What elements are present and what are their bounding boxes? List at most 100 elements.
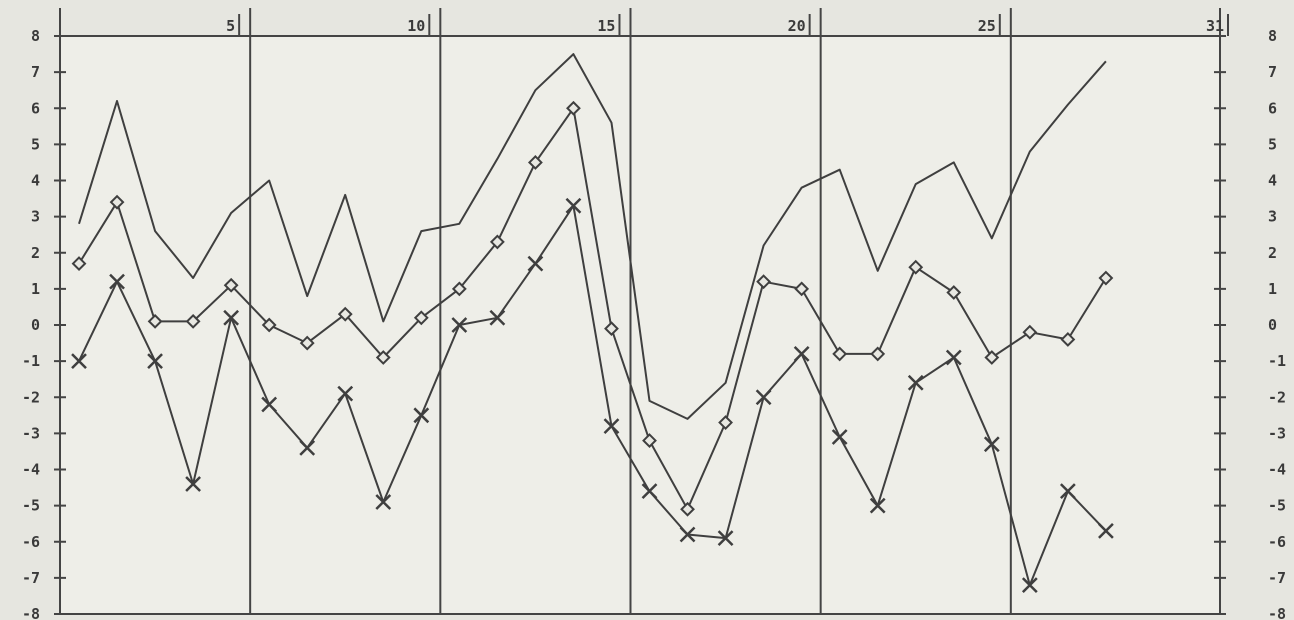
series-2-x-marker	[831, 429, 848, 445]
x-tick-label: 15	[597, 17, 615, 35]
y-tick-label-left: 4	[31, 172, 40, 190]
series-1-diamond-marker	[109, 194, 125, 210]
y-tick-label-left: -3	[22, 424, 40, 442]
series-1-line	[78, 107, 1107, 511]
series-2-x-marker	[223, 309, 240, 326]
series-1-diamond-marker	[984, 350, 1000, 365]
series-2-x-marker	[413, 407, 430, 424]
y-tick-label-right: -3	[1268, 424, 1286, 442]
series-1-diamond-marker	[147, 313, 163, 329]
y-ticks: 8 8 7 7 6 6 5 5 4 4 3 3 2 2 1 1 0 0 -1 -1 -2 -2 -3 -3 -4 -4 -5 -5 -6…	[22, 27, 1286, 620]
y-tick-label-right: 5	[1268, 135, 1277, 153]
x-tick-label: 25	[978, 17, 996, 35]
y-tick-label-left: 5	[31, 135, 40, 153]
series-2-x-marker	[907, 374, 924, 391]
series-1-diamond-marker	[489, 234, 505, 250]
series-1-diamond-marker	[870, 346, 886, 362]
series-2-x-marker	[717, 530, 734, 547]
series-2-x-marker	[185, 476, 201, 492]
series-0-line	[78, 53, 1107, 420]
series-2-x-marker	[945, 349, 962, 366]
y-tick-label-left: -8	[22, 605, 40, 620]
x-tick-label: 10	[407, 17, 425, 35]
y-tick-label-right: -1	[1268, 352, 1286, 370]
y-tick-label-right: 7	[1268, 63, 1277, 81]
series-1-diamond-marker	[908, 259, 924, 275]
plot-frame	[58, 8, 1222, 615]
x-tick-label: 31	[1206, 17, 1224, 35]
y-tick-label-right: 6	[1268, 99, 1277, 117]
y-tick-label-left: 6	[31, 99, 40, 117]
series-2-x-marker	[337, 385, 354, 402]
series-1-diamond-marker	[566, 100, 581, 116]
y-tick-label-right: -7	[1268, 569, 1286, 587]
series-2-line	[78, 204, 1107, 587]
series-1-diamond-marker	[451, 281, 467, 297]
y-tick-label-right: 2	[1268, 244, 1277, 262]
series-1-diamond-marker	[642, 433, 657, 449]
series-1-diamond-marker	[71, 256, 87, 272]
y-tick-label-left: 1	[31, 280, 40, 298]
series-2-x-marker	[451, 317, 468, 333]
series-2-x-marker	[71, 353, 87, 370]
series-1-diamond-marker	[794, 281, 810, 297]
y-tick-label-left: 8	[31, 27, 40, 45]
series-2-x-marker	[641, 483, 658, 500]
series-1-diamond-marker	[413, 310, 429, 326]
y-tick-label-right: 8	[1268, 27, 1277, 45]
x-ticks: 5 10 15 20 25 31	[226, 14, 1229, 36]
y-tick-label-left: -4	[22, 461, 40, 479]
series-2-x-marker	[1098, 523, 1114, 539]
y-tick-label-left: -1	[22, 352, 40, 370]
series-2-x-marker	[755, 389, 772, 406]
series-2-x-marker	[147, 353, 163, 370]
series-2-x-marker	[793, 346, 810, 362]
series-1-diamond-marker	[261, 317, 277, 333]
y-tick-label-right: 3	[1268, 208, 1277, 226]
series-2-x-marker	[679, 526, 696, 543]
y-tick-label-right: 0	[1268, 316, 1277, 334]
y-tick-label-right: -5	[1268, 497, 1286, 515]
series-layer	[71, 53, 1114, 593]
series-2-x-marker	[489, 309, 506, 326]
series-1-diamond-marker	[223, 277, 239, 293]
y-tick-label-left: 7	[31, 63, 40, 81]
series-2-x-marker	[299, 439, 316, 456]
y-tick-label-left: -5	[22, 497, 40, 515]
series-2-x-marker	[603, 418, 620, 435]
y-tick-label-left: 3	[31, 208, 40, 226]
series-2-x-marker	[1059, 483, 1076, 500]
y-tick-label-left: -2	[22, 388, 40, 406]
series-2-x-marker	[869, 497, 886, 514]
series-1-diamond-marker	[527, 155, 543, 170]
series-2-x-marker	[261, 396, 278, 413]
y-tick-label-right: 1	[1268, 280, 1277, 298]
series-1-diamond-marker	[604, 321, 619, 337]
y-tick-label-right: -2	[1268, 388, 1286, 406]
y-tick-label-right: -4	[1268, 461, 1286, 479]
series-1-diamond-marker	[185, 313, 201, 329]
x-tick-label: 20	[788, 17, 806, 35]
series-1-diamond-marker	[299, 335, 315, 351]
series-1-diamond-marker	[832, 346, 848, 362]
series-1-diamond-marker	[337, 306, 353, 322]
series-2-x-marker	[1021, 577, 1038, 593]
series-2-x-marker	[109, 273, 125, 290]
series-1-diamond-marker	[375, 350, 391, 365]
y-tick-label-right: -8	[1268, 605, 1286, 620]
series-1-diamond-marker	[1022, 324, 1038, 340]
series-1-diamond-marker	[756, 274, 772, 290]
series-1-diamond-marker	[1060, 332, 1076, 347]
series-2-x-marker	[565, 197, 582, 214]
y-tick-label-left: 2	[31, 244, 40, 262]
series-1-diamond-marker	[946, 285, 962, 300]
series-1-diamond-marker	[718, 415, 733, 430]
series-2-x-marker	[527, 255, 544, 272]
y-tick-label-right: 4	[1268, 172, 1277, 190]
y-tick-label-left: 0	[31, 316, 40, 334]
series-1-diamond-marker	[680, 501, 695, 517]
series-1-diamond-marker	[1098, 270, 1114, 286]
y-tick-label-left: -7	[22, 569, 40, 587]
x-tick-label: 5	[226, 17, 235, 35]
